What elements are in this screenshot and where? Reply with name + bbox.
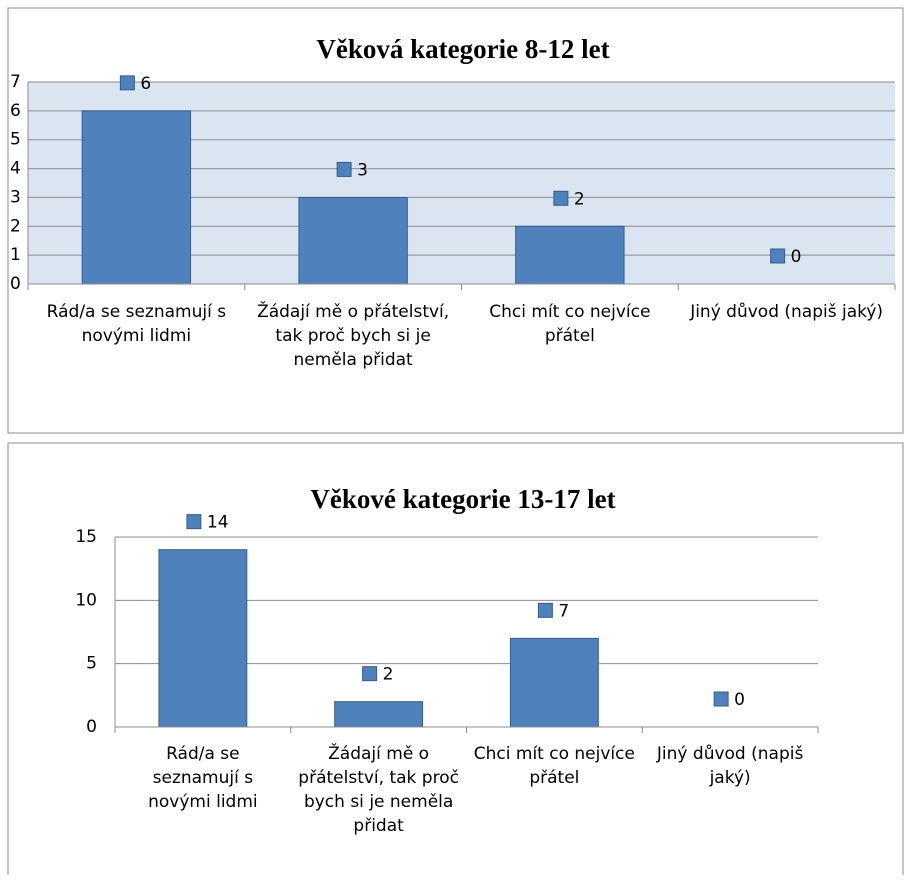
bar [81,110,192,285]
y-tick-label: 3 [10,187,21,207]
bar [298,196,408,285]
bar [334,701,424,728]
x-tick-label: Jiný důvod (napiš jaký) [690,302,884,322]
data-label: 6 [140,74,151,94]
data-label: 14 [207,513,229,533]
x-label-box: Žádají mě o přátelství, tak proč bych si… [298,744,459,836]
x-tick-label: Žádají mě o přátelství, tak proč bych si… [298,744,459,836]
x-tick-label: Chci mít co nejvíce přátel [489,302,651,346]
y-tick-label: 0 [86,717,97,737]
x-label-box: Jiný důvod (napiš jaký) [656,744,804,788]
data-label: 3 [357,160,368,180]
bar [509,637,599,728]
chart-border [7,442,904,880]
x-label-box: Rád/a se seznamují s novými lidmi [148,744,258,812]
x-tick-label: Rád/a se seznamují s novými lidmi [46,302,227,346]
y-tick-label: 2 [10,216,21,236]
x-label-box: Rád/a se seznamují s novými lidmi [46,302,227,346]
data-label: 0 [734,690,745,710]
data-label: 2 [574,189,585,209]
y-tick-label: 7 [10,72,21,92]
data-label: 7 [558,601,569,621]
bar [515,225,625,285]
label-key [186,514,202,530]
y-tick-label: 6 [10,101,21,121]
label-key [770,248,786,264]
label-key [553,190,569,206]
y-tick-label: 0 [10,274,21,294]
label-key [713,691,729,707]
x-label-box: Chci mít co nejvíce přátel [473,744,635,788]
y-tick-label: 10 [75,590,97,610]
x-label-box: Chci mít co nejvíce přátel [489,302,651,346]
y-tick-label: 5 [10,130,21,150]
x-tick-label: Jiný důvod (napiš jaký) [656,744,804,788]
y-tick-label: 5 [86,654,97,674]
label-key [119,75,135,91]
x-tick-label: Chci mít co nejvíce přátel [473,744,635,788]
chart-title: Věkové kategorie 13-17 let [310,484,615,514]
y-tick-label: 4 [10,159,21,179]
label-key [362,666,378,682]
label-key [537,602,553,618]
y-tick-label: 1 [10,245,21,265]
data-label: 2 [383,665,394,685]
x-tick-label: Žádají mě o přátelství, tak proč bych si… [257,302,450,370]
chart-title: Věková kategorie 8-12 let [316,34,609,64]
data-label: 0 [791,247,802,267]
bar [158,549,248,728]
x-label-box: Žádají mě o přátelství, tak proč bych si… [257,302,450,370]
label-key [336,161,352,177]
y-tick-label: 15 [75,527,97,547]
x-label-box: Jiný důvod (napiš jaký) [690,302,884,322]
x-tick-label: Rád/a se seznamují s novými lidmi [148,744,258,812]
